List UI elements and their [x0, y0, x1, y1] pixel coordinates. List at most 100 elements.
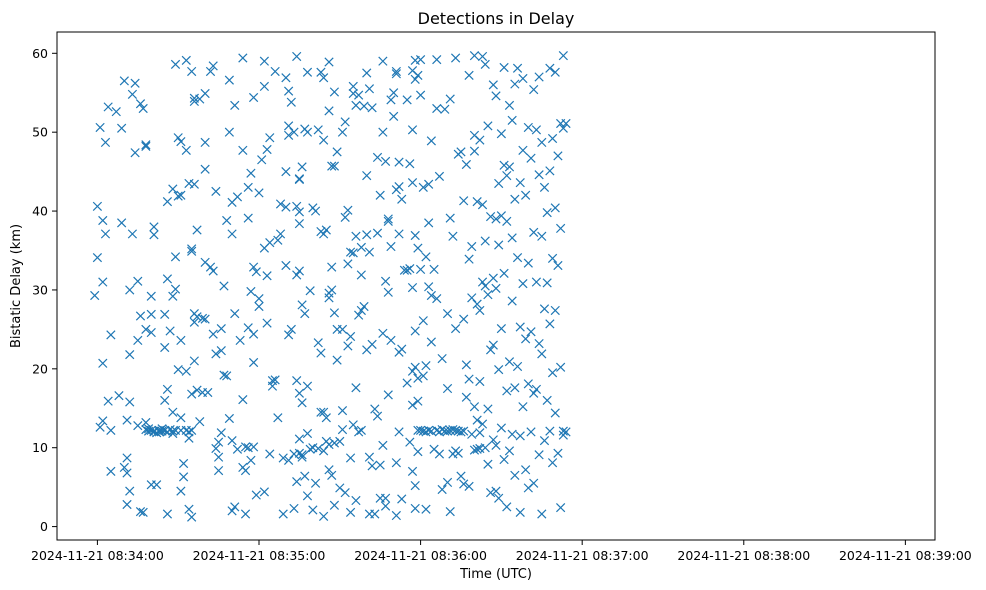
data-point — [437, 484, 447, 495]
data-point — [119, 462, 129, 473]
data-point — [542, 208, 552, 218]
data-point — [469, 402, 480, 412]
data-point — [456, 471, 466, 481]
data-point — [410, 480, 420, 491]
data-point — [92, 201, 103, 211]
data-point — [556, 362, 566, 372]
data-point — [259, 56, 270, 66]
data-point — [359, 301, 369, 312]
data-point — [362, 170, 372, 181]
x-tick-label: 2024-11-21 08:36:00 — [354, 548, 487, 563]
data-point — [343, 341, 353, 351]
data-point — [407, 466, 418, 476]
x-tick-label: 2024-11-21 08:39:00 — [839, 548, 972, 563]
data-point — [122, 415, 132, 425]
data-point — [472, 299, 482, 309]
data-point — [138, 103, 148, 114]
data-point — [238, 53, 248, 63]
data-point — [343, 259, 353, 269]
data-point — [550, 203, 560, 213]
data-point — [292, 201, 302, 211]
data-point — [521, 465, 531, 475]
data-point — [208, 61, 218, 71]
data-point — [510, 470, 520, 480]
data-point — [324, 106, 334, 116]
data-point — [539, 182, 550, 193]
data-point — [125, 397, 135, 407]
data-point — [278, 509, 288, 519]
data-point — [329, 161, 340, 171]
data-point — [238, 145, 248, 155]
data-point — [507, 296, 517, 306]
data-point — [483, 290, 493, 300]
data-point — [531, 277, 542, 287]
data-point — [459, 196, 469, 206]
data-point — [187, 244, 197, 254]
data-point — [205, 262, 216, 272]
data-point — [545, 319, 555, 329]
data-point — [305, 444, 315, 454]
data-point — [243, 323, 253, 333]
data-point — [275, 199, 286, 209]
data-point — [98, 416, 108, 426]
data-point — [294, 434, 305, 444]
data-point — [248, 442, 259, 452]
data-point — [356, 425, 366, 435]
data-point — [302, 491, 313, 501]
data-point — [531, 125, 542, 135]
data-point — [424, 218, 434, 228]
data-point — [189, 96, 199, 107]
data-point — [232, 192, 243, 202]
data-point — [407, 125, 418, 135]
data-point — [187, 512, 197, 522]
data-point — [219, 281, 229, 291]
data-point — [100, 229, 111, 239]
data-point — [227, 435, 237, 446]
data-point — [504, 446, 515, 456]
data-point — [518, 279, 528, 289]
data-point — [410, 326, 420, 336]
data-point — [491, 283, 501, 293]
data-point — [340, 488, 350, 498]
data-point — [114, 391, 124, 401]
data-point — [98, 277, 108, 287]
data-point — [332, 355, 342, 365]
data-point — [467, 429, 477, 439]
data-point — [488, 435, 498, 445]
data-point — [499, 62, 509, 73]
data-point — [483, 459, 493, 469]
data-point — [348, 88, 358, 99]
data-point — [178, 472, 189, 482]
data-point — [432, 103, 442, 114]
data-point — [529, 84, 539, 95]
data-point — [200, 314, 210, 324]
data-point — [176, 137, 186, 147]
data-point — [375, 190, 385, 200]
data-point — [480, 443, 490, 453]
data-point — [386, 241, 396, 252]
data-points — [90, 51, 571, 522]
data-point — [504, 100, 515, 110]
data-point — [556, 503, 566, 513]
data-point — [254, 188, 264, 198]
data-point — [512, 361, 523, 372]
data-point — [337, 324, 348, 335]
data-point — [367, 103, 377, 113]
data-point — [410, 503, 420, 514]
data-point — [405, 159, 415, 169]
data-point — [125, 350, 135, 360]
data-point — [523, 379, 533, 389]
data-point — [534, 170, 544, 180]
data-point — [459, 426, 469, 436]
data-point — [421, 504, 431, 514]
data-point — [283, 130, 294, 140]
data-point — [95, 122, 105, 133]
data-point — [502, 502, 512, 512]
data-point — [542, 278, 552, 288]
data-point — [426, 337, 436, 347]
data-point — [192, 225, 202, 235]
data-point — [445, 506, 455, 517]
data-point — [265, 449, 275, 459]
data-point — [162, 384, 173, 394]
data-point — [211, 186, 221, 196]
